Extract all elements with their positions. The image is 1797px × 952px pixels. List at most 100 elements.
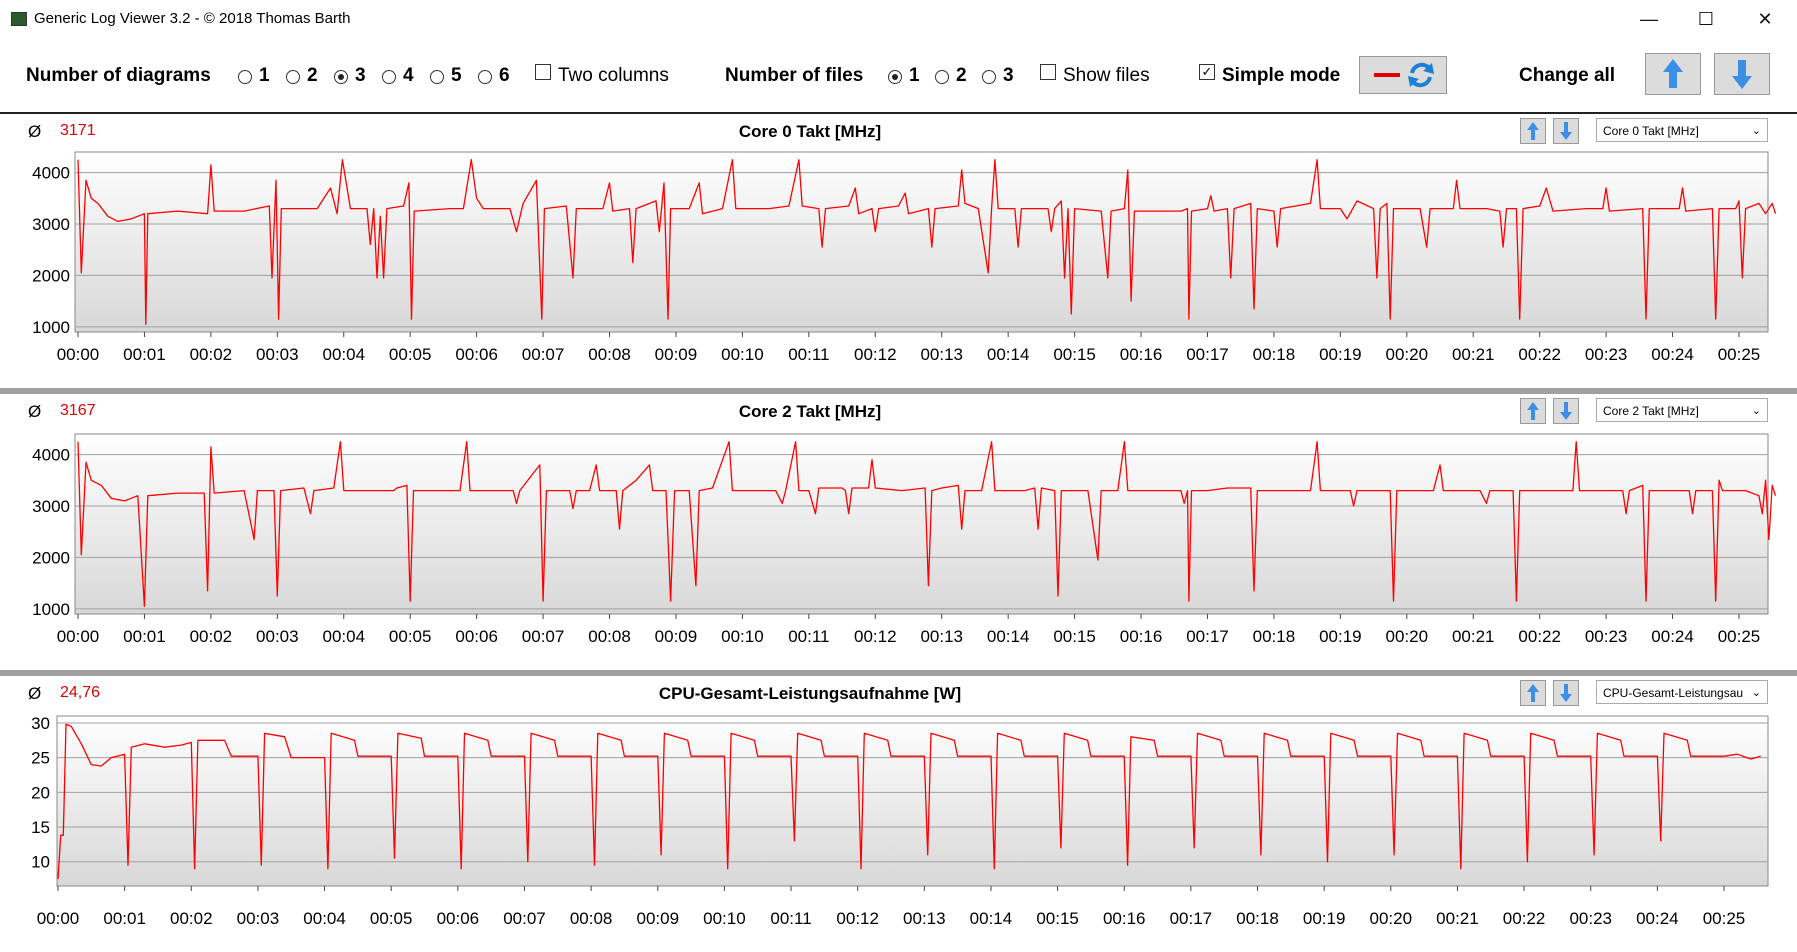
panel-up-button[interactable]: [1520, 118, 1546, 144]
x-tick-label: 00:00: [57, 627, 100, 646]
close-button[interactable]: ✕: [1757, 9, 1773, 29]
diagram-radio-4[interactable]: [382, 70, 396, 84]
x-tick-label: 00:11: [788, 345, 829, 364]
x-tick-label: 00:17: [1186, 627, 1229, 646]
chevron-down-icon: ⌄: [1751, 687, 1761, 699]
y-tick-label: 1000: [32, 600, 70, 619]
file-radio-label: 2: [956, 65, 967, 86]
file-radio-2[interactable]: [935, 70, 949, 84]
series-select[interactable]: Core 0 Takt [MHz] ⌄: [1596, 118, 1768, 142]
x-tick-label: 00:08: [588, 627, 631, 646]
x-tick-label: 00:13: [920, 345, 963, 364]
panel-up-button[interactable]: [1520, 398, 1546, 424]
file-radio-3[interactable]: [982, 70, 996, 84]
panel-down-button[interactable]: [1553, 118, 1579, 144]
x-tick-label: 00:01: [103, 909, 146, 928]
chart-title: Core 0 Takt [MHz]: [738, 122, 882, 141]
x-tick-label: 00:20: [1386, 345, 1429, 364]
change-all-label: Change all: [1519, 65, 1616, 86]
files-label: Number of files: [725, 65, 864, 86]
x-tick-label: 00:22: [1503, 909, 1546, 928]
plot-area: [74, 151, 1769, 333]
line-refresh-icon: [1374, 62, 1434, 88]
panel-separator[interactable]: [0, 670, 1797, 676]
x-tick-label: 00:14: [987, 345, 1030, 364]
x-tick-label: 00:00: [37, 909, 80, 928]
file-radio-label: 3: [1003, 65, 1014, 86]
x-tick-label: 00:05: [370, 909, 413, 928]
y-tick-label: 2000: [32, 548, 70, 567]
x-tick-label: 00:00: [57, 345, 100, 364]
average-value: 3171: [60, 122, 96, 139]
x-tick-label: 00:16: [1120, 627, 1163, 646]
x-tick-label: 00:13: [903, 909, 946, 928]
y-tick-label: 20: [31, 783, 50, 802]
diagram-radio-label: 4: [403, 65, 414, 86]
x-tick-label: 00:02: [170, 909, 213, 928]
x-tick-label: 00:04: [322, 345, 365, 364]
average-symbol: Ø: [28, 684, 42, 703]
show-files-checkbox[interactable]: [1040, 64, 1056, 80]
x-tick-label: 00:09: [636, 909, 679, 928]
x-tick-label: 00:06: [455, 627, 498, 646]
chart-title: CPU-Gesamt-Leistungsaufnahme [W]: [658, 684, 962, 703]
diagram-radio-2[interactable]: [286, 70, 300, 84]
x-tick-label: 00:08: [570, 909, 613, 928]
plot-area: [74, 433, 1769, 615]
y-tick-label: 1000: [32, 318, 70, 337]
two-columns-checkbox[interactable]: [535, 64, 551, 80]
diagram-radio-5[interactable]: [430, 70, 444, 84]
panel-up-button[interactable]: [1520, 680, 1546, 706]
series-line: [77, 159, 1777, 325]
diagram-panel-1: Ø 3171 Core 0 Takt [MHz] Core 0 Takt [MH…: [0, 114, 1797, 388]
series-select-value: Core 0 Takt [MHz]: [1603, 124, 1699, 138]
y-tick-label: 10: [31, 853, 50, 872]
chart-svg: 1000 2000 3000 4000 00:00 00:01 00:02 00:03 00:0…: [32, 151, 1777, 364]
x-tick-label: 00:17: [1186, 345, 1229, 364]
file-radio-1[interactable]: [888, 70, 902, 84]
panel-down-button[interactable]: [1553, 398, 1579, 424]
x-tick-label: 00:15: [1053, 345, 1096, 364]
x-tick-label: 00:12: [836, 909, 879, 928]
x-tick-label: 00:20: [1370, 909, 1413, 928]
app-icon: [11, 12, 27, 26]
x-tick-label: 00:02: [190, 627, 233, 646]
series-select[interactable]: CPU-Gesamt-Leistungsau ⌄: [1596, 680, 1768, 704]
x-tick-label: 00:22: [1518, 627, 1561, 646]
arrow-up-icon: [1527, 684, 1539, 702]
arrow-down-icon: [1732, 60, 1752, 89]
x-tick-label: 00:24: [1636, 909, 1679, 928]
chart-title: Core 2 Takt [MHz]: [738, 402, 882, 421]
x-tick-label: 00:23: [1585, 345, 1628, 364]
series-select[interactable]: Core 2 Takt [MHz] ⌄: [1596, 398, 1768, 422]
x-tick-label: 00:19: [1303, 909, 1346, 928]
diagram-radio-3[interactable]: [334, 70, 348, 84]
move-all-up-button[interactable]: [1645, 53, 1701, 95]
x-tick-label: 00:05: [389, 627, 432, 646]
maximize-button[interactable]: ☐: [1697, 9, 1715, 29]
diagram-radio-1[interactable]: [238, 70, 252, 84]
average-symbol: Ø: [28, 122, 42, 141]
minimize-button[interactable]: —: [1640, 9, 1658, 29]
x-tick-label: 00:03: [256, 345, 299, 364]
x-tick-label: 00:07: [503, 909, 546, 928]
diagram-radio-6[interactable]: [478, 70, 492, 84]
x-tick-label: 00:21: [1452, 345, 1495, 364]
x-tick-label: 00:03: [237, 909, 280, 928]
x-tick-label: 00:11: [788, 627, 829, 646]
chevron-down-icon: ⌄: [1751, 125, 1761, 137]
x-tick-label: 00:16: [1120, 345, 1163, 364]
line-color-refresh-button[interactable]: [1359, 56, 1447, 94]
x-tick-label: 00:10: [703, 909, 746, 928]
panel-separator[interactable]: [0, 388, 1797, 394]
panel-down-button[interactable]: [1553, 680, 1579, 706]
average-symbol: Ø: [28, 402, 42, 421]
move-all-down-button[interactable]: [1714, 53, 1770, 95]
diagrams-label: Number of diagrams: [26, 65, 211, 86]
y-tick-label: 2000: [32, 266, 70, 285]
x-tick-label: 00:25: [1718, 627, 1761, 646]
simple-mode-checkbox[interactable]: ✓: [1199, 64, 1215, 80]
x-tick-label: 00:02: [190, 345, 233, 364]
y-tick-label: 3000: [32, 215, 70, 234]
series-select-value: CPU-Gesamt-Leistungsau: [1603, 686, 1744, 700]
